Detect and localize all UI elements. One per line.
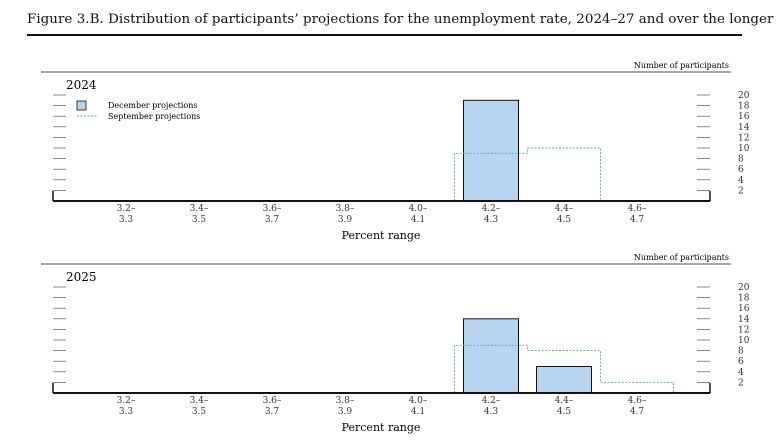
figure-title: Figure 3.B. Distribution of participants… [27,12,777,27]
x-tick-label-2025-6-bottom: 4.5 [557,407,572,417]
x-tick-label-2025-4-bottom: 4.1 [411,407,425,417]
x-tick-label-2025-3-bottom: 3.9 [338,407,353,417]
y-tick-label-2024-18: 18 [738,102,750,112]
x-tick-label-2024-0-top: 3.2– [117,204,136,214]
x-tick-label-2024-5-bottom: 4.3 [484,215,499,225]
legend-swatch-december [76,100,87,111]
y-tick-label-2025-8: 8 [738,347,744,357]
y-tick-label-2024-4: 4 [738,176,744,186]
y-tick-label-2025-20: 20 [738,283,750,293]
x-tick-label-2025-2-top: 3.6– [263,396,282,406]
x-tick-label-2025-2-bottom: 3.7 [265,407,280,417]
y-tick-label-2024-14: 14 [738,123,750,133]
y-tick-label-2025-4: 4 [738,368,744,378]
x-tick-label-2025-4-top: 4.0– [409,396,428,406]
x-axis-label-2024: Percent range [342,229,421,242]
y-tick-label-2024-20: 20 [738,91,750,101]
x-tick-label-2025-5-bottom: 4.3 [484,407,499,417]
y-tick-label-2024-10: 10 [738,144,750,154]
x-tick-label-2024-2-top: 3.6– [263,204,282,214]
x-tick-label-2025-6-top: 4.4– [555,396,574,406]
legend-label-september: September projections [108,112,200,121]
y-tick-label-2025-16: 16 [738,304,750,314]
y-tick-label-2024-2: 2 [738,186,744,196]
panel-title-2025: 2025 [66,270,97,284]
x-axis-label-2025: Percent range [342,421,421,434]
x-tick-label-2024-2-bottom: 3.7 [265,215,280,225]
x-tick-label-2024-0-bottom: 3.3 [119,215,134,225]
y-tick-label-2025-12: 12 [738,325,749,335]
x-tick-label-2024-3-top: 3.8– [336,204,355,214]
unit-label-2024: Number of participants [634,61,729,70]
x-tick-label-2024-6-bottom: 4.5 [557,215,572,225]
y-tick-label-2024-8: 8 [738,155,744,165]
title-rule [27,34,742,36]
december-bar-2025-6 [536,366,592,394]
x-tick-label-2024-4-top: 4.0– [409,204,428,214]
x-tick-label-2025-1-top: 3.4– [190,396,209,406]
legend-label-december: December projections [108,101,197,110]
x-tick-label-2024-7-top: 4.6– [628,204,647,214]
september-outline-2025 [454,344,674,393]
x-tick-label-2025-5-top: 4.2– [482,396,501,406]
y-tick-label-2024-16: 16 [738,112,750,122]
x-tick-label-2024-5-top: 4.2– [482,204,501,214]
september-outline-2024 [454,147,601,201]
x-tick-label-2025-0-top: 3.2– [117,396,136,406]
x-tick-label-2024-1-top: 3.4– [190,204,209,214]
panel-title-2024: 2024 [66,78,97,92]
y-tick-label-2025-10: 10 [738,336,750,346]
december-bar-2025-5 [463,318,519,394]
x-tick-label-2025-3-top: 3.8– [336,396,355,406]
y-tick-label-2025-2: 2 [738,378,744,388]
y-tick-label-2024-6: 6 [738,165,744,175]
unit-label-2025: Number of participants [634,253,729,262]
x-tick-label-2024-1-bottom: 3.5 [192,215,207,225]
x-tick-label-2024-6-top: 4.4– [555,204,574,214]
x-tick-label-2025-1-bottom: 3.5 [192,407,207,417]
x-tick-label-2025-7-top: 4.6– [628,396,647,406]
y-tick-label-2025-18: 18 [738,294,750,304]
x-tick-label-2024-7-bottom: 4.7 [630,215,645,225]
x-tick-label-2024-4-bottom: 4.1 [411,215,425,225]
x-tick-label-2025-7-bottom: 4.7 [630,407,645,417]
y-tick-label-2024-12: 12 [738,133,749,143]
x-tick-label-2024-3-bottom: 3.9 [338,215,353,225]
x-tick-label-2025-0-bottom: 3.3 [119,407,134,417]
december-bar-2024-5 [463,99,519,202]
y-tick-label-2025-14: 14 [738,315,750,325]
y-tick-label-2025-6: 6 [738,357,744,367]
